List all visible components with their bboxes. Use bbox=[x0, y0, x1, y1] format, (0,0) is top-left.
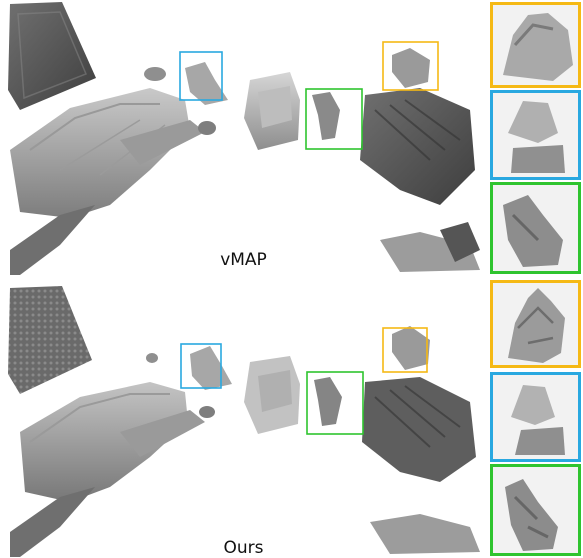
ours-crop-green bbox=[490, 464, 581, 556]
vmap-crop-green bbox=[490, 182, 581, 274]
right-sofa-mesh bbox=[362, 377, 476, 482]
green-highlight-box bbox=[305, 88, 363, 150]
blue-highlight-box bbox=[180, 343, 222, 389]
ours-crop-yellow bbox=[490, 280, 581, 368]
wall-picture-mesh bbox=[8, 2, 96, 110]
sofa-mesh bbox=[20, 382, 188, 502]
blue-highlight-box bbox=[179, 51, 223, 101]
vmap-crop-blue bbox=[490, 90, 581, 180]
ours-crop-blue bbox=[490, 372, 581, 462]
vmap-reconstruction-panel: vMAP bbox=[0, 0, 487, 278]
vmap-label: vMAP bbox=[220, 250, 267, 270]
ours-label: Ours bbox=[223, 538, 264, 558]
ours-scene bbox=[8, 286, 480, 557]
right-sofa-mesh bbox=[360, 88, 475, 205]
yellow-highlight-box bbox=[382, 327, 428, 373]
yellow-highlight-box bbox=[382, 41, 439, 91]
sofa-mesh bbox=[10, 88, 190, 218]
vmap-crop-yellow bbox=[490, 2, 581, 88]
green-highlight-box bbox=[306, 371, 364, 435]
ours-reconstruction-panel: Ours bbox=[0, 282, 487, 558]
vmap-scene bbox=[8, 2, 480, 275]
